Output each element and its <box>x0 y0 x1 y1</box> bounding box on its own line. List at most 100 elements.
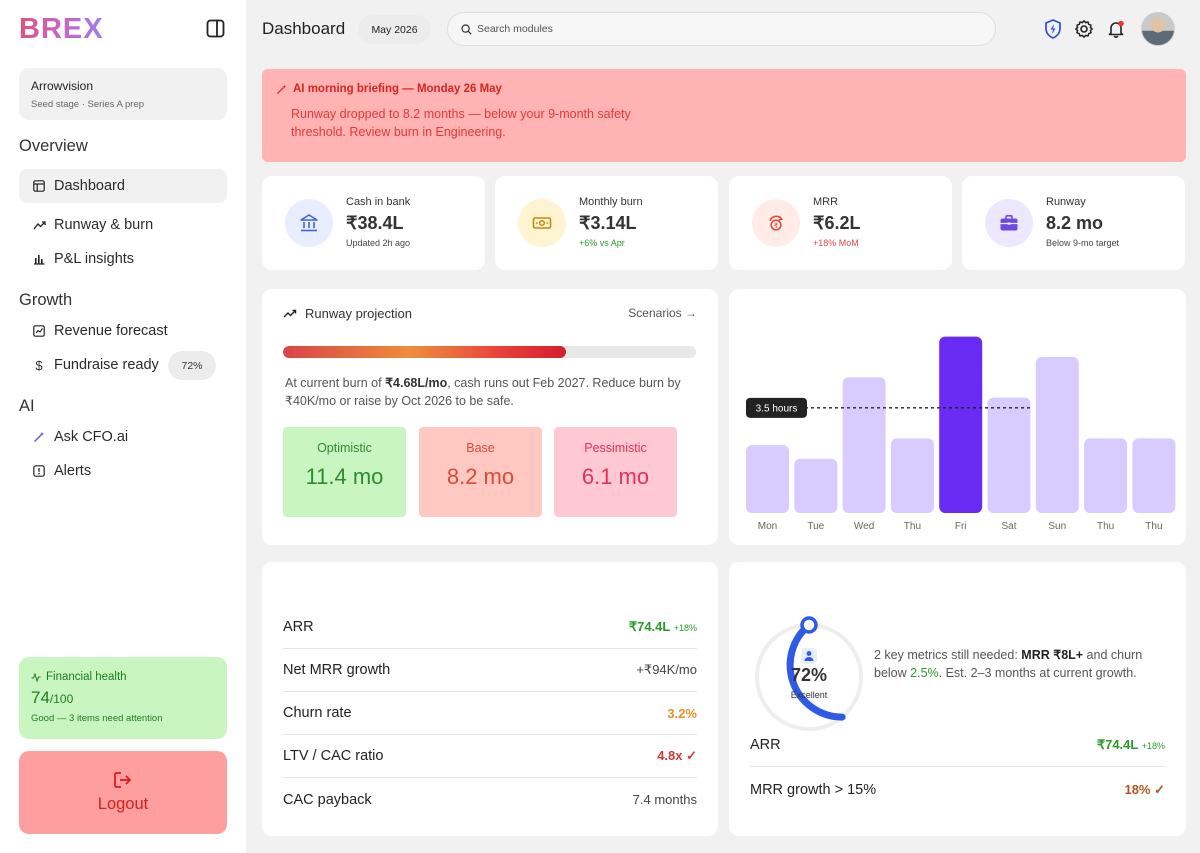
reference-label-bg <box>746 397 807 418</box>
runway-summary-pre: At current burn of <box>285 376 386 390</box>
metric-row-cac-payback[interactable]: CAC payback 7.4 months <box>283 778 697 821</box>
sidebar-item-label: P&L insights <box>54 251 135 267</box>
fundraise-summary-pre: 2 key metrics still needed: <box>874 648 1022 662</box>
magic-wand-icon <box>276 84 287 94</box>
x-tick-label: Thu <box>904 521 921 532</box>
kpi-value: 8.2 mo <box>1046 213 1104 233</box>
sidebar-toggle-icon[interactable] <box>206 19 225 38</box>
fundraise-row-value: ₹74.4L +18% <box>1097 737 1165 753</box>
sidebar-item-label: Revenue forecast <box>54 323 168 339</box>
bar-thu[interactable] <box>1132 438 1176 513</box>
metric-row-churn-rate[interactable]: Churn rate 3.2% <box>283 692 697 735</box>
gauge-status: Excellent <box>790 690 828 700</box>
runway-progress-bar <box>283 346 696 358</box>
kpi-card-burn[interactable]: Monthly burn ₹3.14L +6% vs Apr <box>495 176 718 270</box>
metric-row-net-mrr-growth[interactable]: Net MRR growth +₹94K/mo <box>283 649 697 692</box>
health-score-row: 74/100 <box>31 688 215 708</box>
dollar-icon: $ <box>35 357 43 373</box>
metric-value: 7.4 months <box>632 792 697 807</box>
trend-up-icon <box>32 218 46 232</box>
scenario-base[interactable]: Base 8.2 mo <box>419 427 542 517</box>
metric-row-ltv-cac[interactable]: LTV / CAC ratio 4.8x ✓ <box>283 735 697 778</box>
weekly-hours-bar-chart: Mon Tue Wed Thu Fri Sat Sun Thu Thu 3.5 hours <box>746 336 1176 532</box>
logout-label: Logout <box>97 795 149 813</box>
kpi-card-mrr[interactable]: ₹ MRR ₹6.2L +18% MoM <box>729 176 952 270</box>
runway-summary-burn: ₹4.68L/mo <box>385 376 448 390</box>
scenario-label: Pessimistic <box>584 441 647 455</box>
bar-sat[interactable] <box>987 397 1031 513</box>
sidebar-item-alerts[interactable]: Alerts <box>19 454 227 488</box>
sidebar: BREX Arrowvision Seed stage · Series A p… <box>0 0 246 853</box>
health-title-row: Financial health <box>31 671 215 683</box>
bar-fri[interactable] <box>939 336 983 513</box>
month-selector[interactable]: May 2026 <box>358 15 431 44</box>
x-tick-label: Mon <box>758 521 777 532</box>
scenarios-link[interactable]: Scenarios → <box>628 306 697 320</box>
metric-row-arr[interactable]: ARR ₹74.4L +18% <box>283 606 697 649</box>
sidebar-item-label: Dashboard <box>54 178 125 194</box>
search-input[interactable] <box>477 23 957 35</box>
search-icon <box>461 23 472 35</box>
scenario-value: 6.1 mo <box>581 464 650 489</box>
bar-sun[interactable] <box>1035 356 1079 513</box>
search-bar[interactable] <box>447 12 996 46</box>
health-note: Good — 3 items need attention <box>31 713 163 724</box>
sidebar-item-ask-cfo[interactable]: Ask CFO.ai <box>19 420 227 454</box>
health-score-max: /100 <box>49 692 74 706</box>
metric-label: ARR <box>283 619 314 635</box>
bar-mon[interactable] <box>746 445 789 513</box>
svg-text:₹: ₹ <box>774 222 779 230</box>
bar-chart-icon <box>32 252 46 266</box>
key-metrics-card: ARR ₹74.4L +18% Net MRR growth +₹94K/mo … <box>262 562 718 836</box>
health-score: 74 <box>31 688 50 707</box>
scenario-label: Optimistic <box>317 441 372 455</box>
fundraise-readiness-card: 72% Excellent 2 key metrics still needed… <box>729 562 1186 836</box>
fundraise-row-mrr-growth[interactable]: MRR growth > 15% 18% ✓ <box>750 768 1165 812</box>
kpi-value: ₹3.14L <box>579 213 637 233</box>
logout-button[interactable]: Logout <box>19 751 227 834</box>
bar-thu[interactable] <box>890 438 934 513</box>
x-tick-label: Sat <box>1001 521 1016 532</box>
gear-icon[interactable] <box>1073 18 1095 40</box>
runway-summary-post: , cash runs out Feb 2027. Reduce burn by… <box>285 376 681 408</box>
kpi-card-cash[interactable]: Cash in bank ₹38.4L Updated 2h ago <box>262 176 485 270</box>
metric-value: ₹74.4L +18% <box>629 619 697 635</box>
metric-value-change: +18% <box>673 623 697 633</box>
fundraise-row-arr[interactable]: ARR ₹74.4L +18% <box>750 723 1165 767</box>
alert-icon <box>32 464 46 478</box>
metric-value: +₹94K/mo <box>636 662 697 677</box>
sidebar-item-revenue-forecast[interactable]: Revenue forecast <box>19 314 227 348</box>
runway-projection-card: Runway projection Scenarios → At current… <box>262 289 718 545</box>
metric-label: CAC payback <box>283 791 372 808</box>
shield-icon[interactable] <box>1042 18 1064 40</box>
metric-label: Churn rate <box>283 705 352 721</box>
fundraise-summary: 2 key metrics still needed: MRR ₹8L+ and… <box>874 646 1164 682</box>
brand-logo[interactable]: BREX <box>19 13 104 45</box>
avatar[interactable] <box>1141 12 1175 46</box>
financial-health-card[interactable]: Financial health 74/100 Good — 3 items n… <box>19 657 227 739</box>
sidebar-item-fundraise-ready[interactable]: $ Fundraise ready <box>19 348 227 382</box>
bell-icon[interactable] <box>1105 18 1127 40</box>
ai-briefing-banner[interactable]: AI morning briefing — Monday 26 May Runw… <box>262 69 1186 162</box>
bar-tue[interactable] <box>794 458 838 513</box>
fundraise-score-badge: 72% <box>168 351 216 380</box>
metric-value: 4.8x ✓ <box>657 748 697 763</box>
kpi-sub: Below 9-mo target <box>1046 238 1120 248</box>
kpi-label: MRR <box>813 196 839 208</box>
bar-wed[interactable] <box>842 377 886 513</box>
sidebar-item-pl-insights[interactable]: P&L insights <box>19 242 227 276</box>
scenario-optimistic[interactable]: Optimistic 11.4 mo <box>283 427 406 517</box>
x-tick-label: Fri <box>955 521 967 532</box>
kpi-label: Runway <box>1046 196 1086 208</box>
sidebar-item-dashboard[interactable]: Dashboard <box>19 169 227 203</box>
user-icon <box>801 648 817 664</box>
kpi-label: Monthly burn <box>579 196 643 208</box>
runway-title-row: Runway projection <box>283 306 412 321</box>
kpi-value: ₹38.4L <box>346 213 404 233</box>
scenario-pessimistic[interactable]: Pessimistic 6.1 mo <box>554 427 677 517</box>
fundraise-row-label: MRR growth > 15% <box>750 782 877 798</box>
company-switcher[interactable]: Arrowvision Seed stage · Series A prep <box>19 68 227 120</box>
kpi-card-runway[interactable]: Runway 8.2 mo Below 9-mo target <box>962 176 1185 270</box>
bar-thu[interactable] <box>1084 438 1128 513</box>
sidebar-item-runway-burn[interactable]: Runway & burn <box>19 208 227 242</box>
